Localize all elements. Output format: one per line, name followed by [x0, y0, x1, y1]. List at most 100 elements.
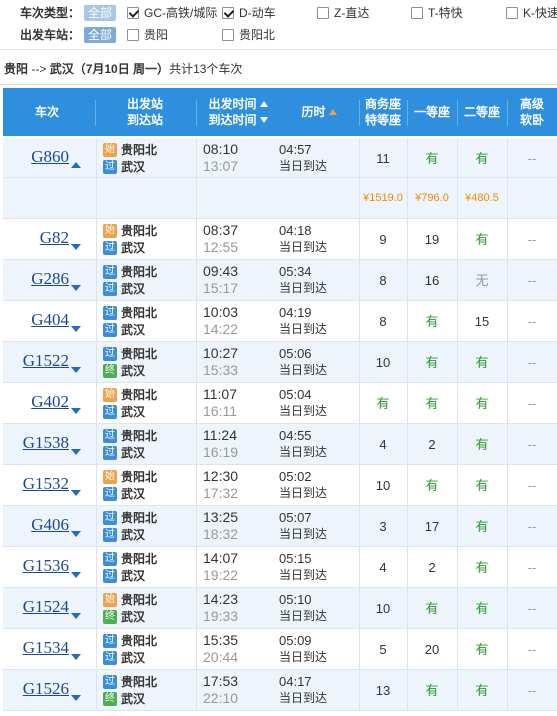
filter-z-checkbox[interactable]	[317, 7, 329, 19]
filter-k-option[interactable]: K-快速	[506, 3, 557, 23]
business-seat[interactable]: 13	[375, 683, 391, 698]
business-seat[interactable]: 4	[379, 560, 387, 575]
second-class-seat[interactable]: 有	[475, 232, 489, 247]
second-class-seat[interactable]: 有	[475, 437, 489, 452]
second-class-seat[interactable]: 有	[475, 478, 489, 493]
expand-arrow-icon[interactable]	[71, 244, 81, 250]
first-class-seat[interactable]: 2	[428, 437, 436, 452]
expand-arrow-icon[interactable]	[71, 490, 81, 496]
filter-t-checkbox[interactable]	[411, 7, 423, 19]
second-class-seat[interactable]: 15	[474, 314, 490, 329]
table-row[interactable]: G1522 过贵阳北终武汉 10:27 15:33 05:06 当日到达 10 有 有 --	[3, 342, 557, 383]
filter-z-option[interactable]: Z-直达	[317, 3, 369, 23]
table-row[interactable]: G1532 始贵阳北过武汉 12:30 17:32 05:02 当日到达 10 有 有 --	[3, 465, 557, 506]
table-row[interactable]: G402 始贵阳北过武汉 11:07 16:11 05:04 当日到达 有 有 有 --	[3, 383, 557, 424]
expand-arrow-icon[interactable]	[71, 285, 81, 291]
expand-arrow-icon[interactable]	[71, 613, 81, 619]
expand-arrow-icon[interactable]	[71, 531, 81, 537]
second-class-seat[interactable]: 有	[475, 519, 489, 534]
header-duration-sort[interactable]: 历时	[279, 88, 359, 136]
table-row[interactable]: G1534 过贵阳北过武汉 15:35 20:44 05:09 当日到达 5 20 有 --	[3, 629, 557, 670]
filter-t-option[interactable]: T-特快	[411, 3, 463, 23]
filter-gc-checkbox[interactable]	[127, 7, 139, 19]
business-seat[interactable]: 10	[375, 601, 391, 616]
filter-d-checkbox[interactable]	[222, 7, 234, 19]
second-class-seat[interactable]: 有	[475, 396, 489, 411]
departure-time: 11:07	[203, 386, 237, 402]
station-guiyang-option[interactable]: 贵阳	[127, 25, 168, 45]
train-number-link[interactable]: G404	[31, 310, 69, 329]
second-class-seat[interactable]: 有	[475, 355, 489, 370]
business-seat[interactable]: 5	[379, 642, 387, 657]
business-seat[interactable]: 4	[379, 437, 387, 452]
table-row[interactable]: G1538 过贵阳北过武汉 11:24 16:19 04:55 当日到达 4 2 有 --	[3, 424, 557, 465]
table-row[interactable]: G1526 过贵阳北终武汉 17:53 22:10 04:17 当日到达 13 有 有 --	[3, 670, 557, 711]
train-number-link[interactable]: G1526	[22, 679, 69, 698]
business-seat[interactable]: 9	[379, 232, 387, 247]
expand-arrow-icon[interactable]	[71, 449, 81, 455]
train-number-link[interactable]: G82	[39, 228, 69, 247]
table-row[interactable]: G82 始贵阳北过武汉 08:37 12:55 04:18 当日到达 9 19 有 --	[3, 219, 557, 260]
header-times-sort[interactable]: 出发时间 到达时间	[197, 88, 279, 136]
second-class-seat[interactable]: 有	[475, 601, 489, 616]
collapse-arrow-icon[interactable]	[71, 162, 81, 168]
business-seat[interactable]: 11	[376, 151, 390, 166]
first-class-seat[interactable]: 19	[424, 232, 440, 247]
train-number-link[interactable]: G1532	[22, 474, 69, 493]
business-seat[interactable]: 8	[379, 314, 387, 329]
expand-arrow-icon[interactable]	[71, 654, 81, 660]
arrival-day: 当日到达	[279, 445, 328, 459]
train-number-link[interactable]: G1538	[22, 433, 69, 452]
table-row[interactable]: G404 过贵阳北过武汉 10:03 14:22 04:19 当日到达 8 有 15 --	[3, 301, 557, 342]
filter-d-option[interactable]: D-动车	[222, 3, 276, 23]
first-class-seat[interactable]: 有	[425, 683, 439, 698]
train-type-all-button[interactable]: 全部	[84, 5, 116, 21]
filter-panel: 车次类型： 全部 GC-高铁/城际 D-动车 Z-直达 T-特快 K-快速 出发…	[0, 0, 557, 50]
table-row[interactable]: G860 始贵阳北过武汉 08:10 13:07 04:57 当日到达 11 有 有 --	[3, 138, 557, 178]
first-class-seat[interactable]: 2	[428, 560, 436, 575]
business-seat[interactable]: 10	[375, 355, 391, 370]
first-class-seat[interactable]: 16	[424, 273, 440, 288]
first-class-seat[interactable]: 有	[425, 396, 439, 411]
departure-time: 12:30	[203, 468, 239, 484]
business-seat[interactable]: 10	[375, 478, 391, 493]
filter-k-checkbox[interactable]	[506, 7, 518, 19]
business-seat[interactable]: 有	[376, 396, 390, 411]
train-number-link[interactable]: G402	[31, 392, 69, 411]
expand-arrow-icon[interactable]	[71, 326, 81, 332]
first-class-seat[interactable]: 有	[425, 314, 439, 329]
table-row[interactable]: G1524 始贵阳北终武汉 14:23 19:33 05:10 当日到达 10 有 有 --	[3, 588, 557, 629]
first-class-seat[interactable]: 有	[425, 355, 439, 370]
train-number-link[interactable]: G286	[31, 269, 69, 288]
first-class-seat[interactable]: 有	[425, 151, 439, 166]
first-class-seat[interactable]: 17	[424, 519, 440, 534]
expand-arrow-icon[interactable]	[71, 408, 81, 414]
train-number-link[interactable]: G1536	[22, 556, 69, 575]
second-class-seat[interactable]: 有	[475, 151, 489, 166]
table-row[interactable]: G1536 过贵阳北过武汉 14:07 19:22 05:15 当日到达 4 2 有 --	[3, 547, 557, 588]
table-row[interactable]: G286 过贵阳北过武汉 09:43 15:17 05:34 当日到达 8 16 无 --	[3, 260, 557, 301]
duration-cell: 05:34 当日到达	[279, 263, 355, 297]
station-guiyangbei-option[interactable]: 贵阳北	[222, 25, 275, 45]
first-class-seat[interactable]: 有	[425, 478, 439, 493]
business-seat[interactable]: 8	[379, 273, 387, 288]
second-class-seat[interactable]: 有	[475, 642, 489, 657]
expand-arrow-icon[interactable]	[71, 367, 81, 373]
table-row[interactable]: G406 过贵阳北过武汉 13:25 18:32 05:07 当日到达 3 17 有 --	[3, 506, 557, 547]
train-number-link[interactable]: G1522	[22, 351, 69, 370]
second-class-seat[interactable]: 有	[475, 683, 489, 698]
train-number-link[interactable]: G1534	[22, 638, 69, 657]
first-class-seat[interactable]: 有	[425, 601, 439, 616]
expand-arrow-icon[interactable]	[71, 695, 81, 701]
station-all-button[interactable]: 全部	[84, 27, 116, 43]
second-class-seat[interactable]: 有	[475, 560, 489, 575]
first-class-seat[interactable]: 20	[424, 642, 440, 657]
train-number-link[interactable]: G1524	[22, 597, 69, 616]
train-number-link[interactable]: G406	[31, 515, 69, 534]
station-guiyangbei-checkbox[interactable]	[222, 29, 234, 41]
train-number-link[interactable]: G860	[31, 147, 69, 166]
expand-arrow-icon[interactable]	[71, 572, 81, 578]
business-seat[interactable]: 3	[379, 519, 387, 534]
station-guiyang-checkbox[interactable]	[127, 29, 139, 41]
filter-gc-option[interactable]: GC-高铁/城际	[127, 3, 217, 23]
